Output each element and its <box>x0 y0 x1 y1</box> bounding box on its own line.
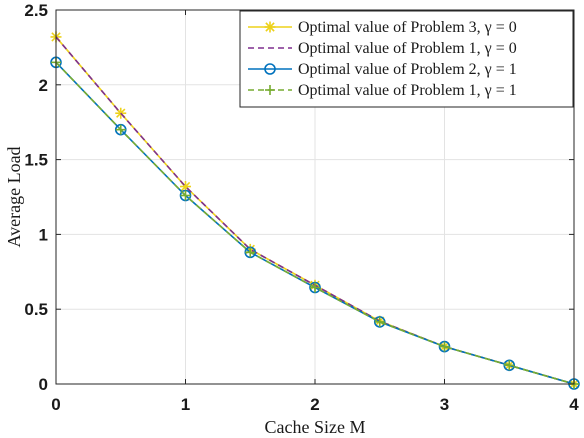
legend-entry-1: Optimal value of Problem 3, γ = 0 <box>248 19 517 36</box>
x-tick-label: 3 <box>440 395 449 414</box>
series-4-point <box>504 360 515 371</box>
y-tick-label: 1.5 <box>24 151 48 170</box>
x-tick-label: 0 <box>51 395 60 414</box>
series-4-point <box>439 341 450 352</box>
ticks: 0 1 2 3 4 0 0.5 1 1.5 2 2.5 <box>24 1 579 414</box>
series-4-point <box>245 247 256 258</box>
legend-entry-4: Optimal value of Problem 1, γ = 1 <box>248 82 517 99</box>
legend: Optimal value of Problem 3, γ = 0 Optimal… <box>239 10 574 108</box>
legend-marker <box>265 85 275 95</box>
legend-label: Optimal value of Problem 1, γ = 0 <box>298 40 517 57</box>
legend-label: Optimal value of Problem 1, γ = 1 <box>298 82 517 99</box>
series-4-point <box>374 316 385 327</box>
series-4-point <box>310 282 320 293</box>
y-tick-label: 2 <box>39 76 48 95</box>
series-4-point <box>180 190 191 201</box>
legend-marker <box>264 21 276 33</box>
legend-label: Optimal value of Problem 3, γ = 0 <box>298 19 517 36</box>
y-tick-label: 0.5 <box>24 300 48 319</box>
legend-label: Optimal value of Problem 2, γ = 1 <box>298 61 517 78</box>
y-tick-label: 1 <box>39 225 48 244</box>
legend-box <box>239 10 574 108</box>
y-tick-label: 2.5 <box>24 1 48 20</box>
legend-entry-2: Optimal value of Problem 1, γ = 0 <box>248 40 517 57</box>
y-tick-label: 0 <box>39 375 48 394</box>
x-tick-label: 4 <box>569 395 579 414</box>
x-tick-label: 1 <box>181 395 190 414</box>
x-tick-label: 2 <box>310 395 319 414</box>
legend-entry-3: Optimal value of Problem 2, γ = 1 <box>248 61 517 78</box>
series-4-point <box>115 124 126 135</box>
y-axis-title: Average Load <box>4 146 24 247</box>
x-axis-title: Cache Size M <box>265 417 366 437</box>
series-layer <box>50 31 580 390</box>
legend-marker <box>264 63 276 75</box>
